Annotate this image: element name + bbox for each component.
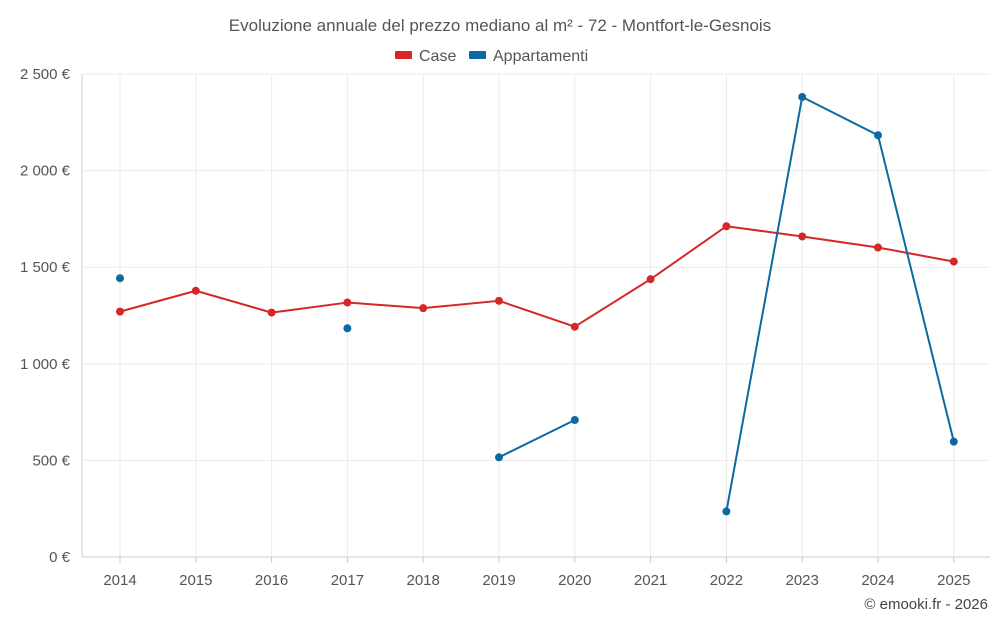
credit-text: © emooki.fr - 2026 [864,596,988,613]
y-tick-label: 2 000 € [20,163,71,180]
case-line-segment [346,301,425,310]
x-tick-label: 2023 [786,572,819,589]
legend-label-case: Case [419,48,456,65]
legend-swatch-case [395,51,412,59]
case-point-2021[interactable] [646,275,655,284]
appartamenti-point-2019[interactable] [495,453,503,462]
appartamenti-point-2017[interactable] [343,324,352,333]
case-line-segment [194,289,273,314]
case-point-2022[interactable] [722,222,731,231]
x-tick-label: 2017 [331,572,364,589]
x-tick-label: 2025 [937,572,970,589]
case-point-2025[interactable] [949,257,958,266]
legend-item-appartamenti[interactable]: Appartamenti [469,48,588,65]
appartamenti-line-segment [801,95,879,137]
series-case [116,222,958,331]
case-point-2015[interactable] [191,286,200,295]
appartamenti-point-2014[interactable] [116,274,124,283]
legend-label-appartamenti: Appartamenti [493,48,588,65]
series-appartamenti [116,92,958,516]
case-line-segment [270,301,349,314]
gridlines [82,73,990,557]
x-tick-label: 2014 [103,572,136,589]
axes: 0 € 500 € 1 000 € 1 500 € 2 000 € 2 500 € 2014… [20,66,990,589]
case-point-2016[interactable] [267,308,276,317]
case-point-2024[interactable] [874,243,882,252]
appartamenti-point-2020[interactable] [570,416,579,425]
x-tick-label: 2015 [179,572,212,589]
case-line-segment [801,235,879,249]
appartamenti-line-segment [498,419,576,459]
appartamenti-point-2022[interactable] [722,507,731,516]
case-point-2020[interactable] [570,322,579,331]
legend: Case Appartamenti [395,48,588,65]
case-point-2014[interactable] [116,307,124,316]
appartamenti-line-segment [877,134,955,443]
x-tick-label: 2022 [710,572,743,589]
legend-swatch-appartamenti [469,51,486,59]
case-line-segment [119,289,197,313]
x-tick-label: 2016 [255,572,288,589]
y-tick-label: 1 500 € [20,259,71,276]
case-line-segment [422,299,500,310]
case-line-segment [725,225,804,238]
appartamenti-point-2025[interactable] [949,437,958,446]
y-tick-label: 1 000 € [20,356,71,373]
x-tick-label: 2021 [634,572,667,589]
appartamenti-point-2024[interactable] [874,131,882,140]
case-point-2023[interactable] [798,232,807,241]
case-point-2018[interactable] [419,304,428,313]
y-tick-label: 0 € [49,549,71,566]
case-line-segment [877,246,955,263]
case-point-2019[interactable] [495,296,503,305]
case-line-segment [649,225,728,281]
legend-item-case[interactable]: Case [395,48,456,65]
series [116,92,958,516]
y-tick-label: 2 500 € [20,66,71,83]
chart-title: Evoluzione annuale del prezzo mediano al… [229,16,771,35]
x-tick-label: 2024 [861,572,894,589]
appartamenti-point-2023[interactable] [798,92,807,101]
x-tick-label: 2020 [558,572,591,589]
x-tick-label: 2018 [407,572,440,589]
case-line-segment [573,278,652,328]
case-point-2017[interactable] [343,298,352,307]
x-tick-label: 2019 [482,572,515,589]
y-tick-label: 500 € [32,452,70,469]
case-line-segment [498,299,576,328]
appartamenti-line-segment [725,95,804,513]
